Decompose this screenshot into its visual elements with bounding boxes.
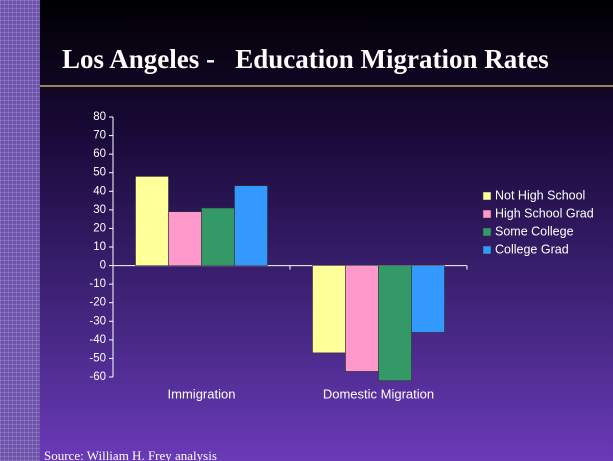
legend-label: High School Grad xyxy=(495,206,594,220)
legend-label: Some College xyxy=(495,224,574,238)
y-tick-label: -20 xyxy=(89,297,106,309)
y-tick-label: 60 xyxy=(93,148,106,160)
bar xyxy=(378,265,412,382)
y-tick-label: 80 xyxy=(93,111,106,123)
side-strip xyxy=(0,0,40,461)
y-tick-label: -60 xyxy=(89,371,106,383)
legend-swatch xyxy=(482,191,492,201)
legend-swatch xyxy=(482,209,492,219)
y-tick-label: 10 xyxy=(93,241,106,253)
y-tick-label: 20 xyxy=(93,222,106,234)
bar xyxy=(411,265,445,333)
x-tick-label: Domestic Migration xyxy=(323,386,434,401)
y-tick-label: -40 xyxy=(89,334,106,346)
legend-swatch xyxy=(482,245,492,255)
y-tick-label: 50 xyxy=(93,167,106,179)
legend-label: Not High School xyxy=(495,188,585,202)
y-tick-label: -50 xyxy=(89,352,106,364)
bar xyxy=(135,176,169,266)
bar xyxy=(312,265,346,354)
bar xyxy=(345,265,379,372)
bar xyxy=(201,207,235,266)
chart-title: Los Angeles - Education Migration Rates xyxy=(62,44,549,74)
y-tick-label: 70 xyxy=(93,130,106,142)
legend-label: College Grad xyxy=(495,242,569,256)
y-tick-label: 0 xyxy=(100,260,106,272)
y-tick-label: -30 xyxy=(89,315,106,327)
source: Source: William H. Frey analysis xyxy=(44,448,217,461)
legend-swatch xyxy=(482,227,492,237)
y-tick-label: 30 xyxy=(93,204,106,216)
y-tick-label: 40 xyxy=(93,185,106,197)
x-tick-label: Immigration xyxy=(168,386,236,401)
bar xyxy=(168,211,202,266)
y-tick-label: -10 xyxy=(89,278,106,290)
bar xyxy=(234,185,268,266)
